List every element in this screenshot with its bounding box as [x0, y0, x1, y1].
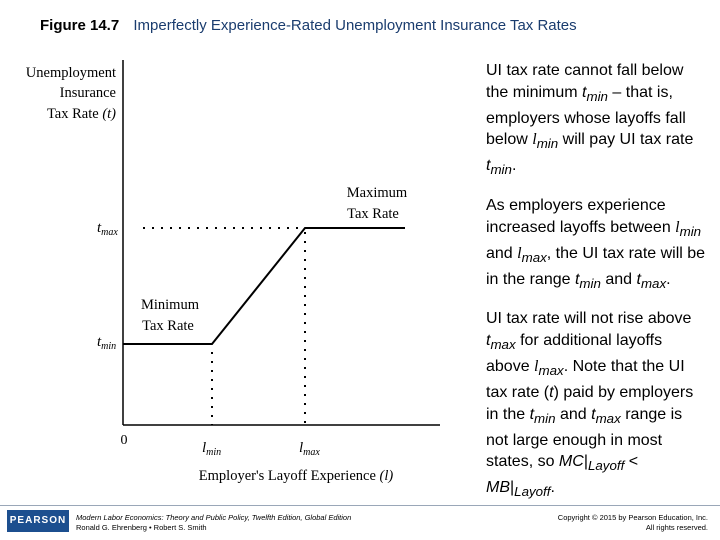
l-min-label: lmin [202, 440, 221, 458]
bullet-maximum-rate: UI tax rate will not rise above tmax for… [486, 310, 694, 500]
footer-copyright: Copyright © 2015 by Pearson Education, I… [558, 513, 708, 533]
minimum-tax-rate-label-line-1: Minimum [141, 297, 200, 313]
figure-label: Figure 14.7 [40, 17, 120, 34]
ui-tax-rate-diagram: Unemployment Insurance Tax Rate (t) tmax… [26, 60, 440, 484]
footer-book-info: Modern Labor Economics: Theory and Publi… [76, 513, 351, 533]
y-axis-label-line-2: Insurance [60, 85, 116, 101]
tax-rate-schedule-line [123, 227, 405, 345]
bullet-range-rate: As employers experience increased layoff… [486, 197, 706, 291]
minimum-tax-rate-label-line-2: Tax Rate [142, 318, 194, 334]
maximum-tax-rate-label-line-2: Tax Rate [347, 206, 399, 222]
x-axis-label: Employer's Layoff Experience (l) [199, 468, 394, 484]
origin-label: 0 [121, 433, 128, 448]
footer-authors: Ronald G. Ehrenberg • Robert S. Smith [76, 523, 207, 532]
figure-title-text: Imperfectly Experience-Rated Unemploymen… [133, 17, 577, 34]
y-axis-label-line-3: Tax Rate (t) [47, 106, 116, 122]
figure-title: Figure 14.7 Imperfectly Experience-Rated… [40, 17, 577, 34]
footer-rights-line: All rights reserved. [645, 523, 708, 532]
footer-copyright-line: Copyright © 2015 by Pearson Education, I… [557, 513, 708, 522]
bullet-minimum-rate: UI tax rate cannot fall below the minimu… [486, 62, 694, 178]
maximum-tax-rate-label-line-1: Maximum [347, 185, 408, 201]
footer-divider [0, 505, 720, 506]
t-min-label: tmin [97, 334, 116, 352]
t-max-label: tmax [97, 220, 118, 238]
y-axis-label-line-1: Unemployment [26, 65, 116, 81]
l-max-label: lmax [299, 440, 320, 458]
pearson-logo: PEARSON [7, 510, 69, 532]
explanation-bullets: UI tax rate cannot fall below the minimu… [486, 60, 708, 517]
footer-book-title: Modern Labor Economics: Theory and Publi… [76, 513, 352, 522]
